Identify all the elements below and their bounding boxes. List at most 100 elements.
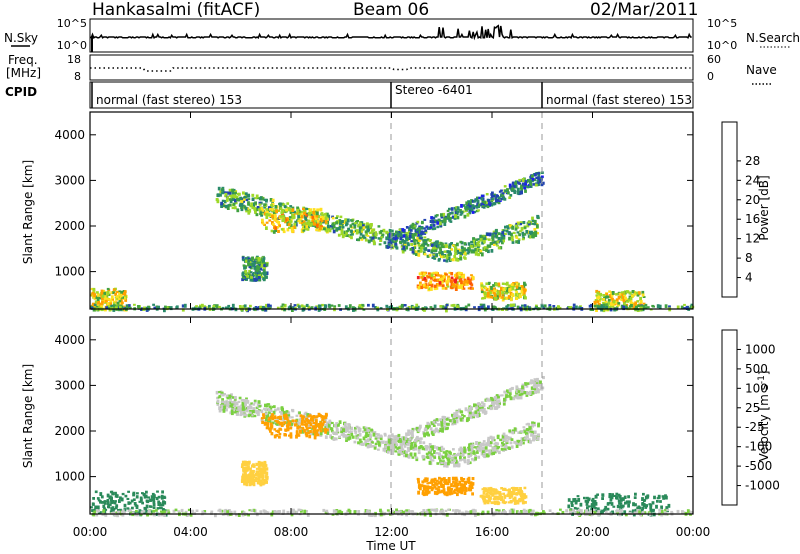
data-cell xyxy=(512,184,516,188)
data-cell xyxy=(460,204,463,208)
data-cell xyxy=(439,248,442,252)
data-cell xyxy=(426,485,430,488)
data-cell xyxy=(458,276,462,280)
data-cell xyxy=(256,206,260,209)
data-cell xyxy=(403,304,407,307)
data-cell xyxy=(441,242,444,246)
data-cell xyxy=(473,403,476,408)
data-cell xyxy=(391,439,395,444)
data-cell xyxy=(608,495,612,499)
data-cell xyxy=(502,500,506,503)
data-cell xyxy=(304,431,308,436)
data-cell xyxy=(485,453,489,458)
data-cell xyxy=(534,306,538,310)
data-cell xyxy=(482,451,486,455)
data-cell xyxy=(110,291,114,295)
data-cell xyxy=(303,209,307,213)
data-cell xyxy=(335,425,339,429)
data-cell xyxy=(361,236,365,240)
data-cell xyxy=(406,442,409,445)
data-cell xyxy=(409,445,413,448)
colorbar-tick-label: 16 xyxy=(745,212,760,226)
data-cell xyxy=(441,455,445,460)
data-cell xyxy=(249,278,253,282)
data-cell xyxy=(371,303,375,308)
data-cell xyxy=(456,210,459,214)
data-cell xyxy=(258,203,262,206)
data-cell xyxy=(226,196,230,200)
data-cell xyxy=(234,202,238,205)
data-cell xyxy=(436,448,440,451)
data-cell xyxy=(199,304,202,308)
data-cell xyxy=(366,222,369,226)
data-cell xyxy=(509,194,513,197)
data-cell xyxy=(533,435,536,438)
data-cell xyxy=(441,284,445,287)
data-cell xyxy=(511,491,515,494)
data-cell xyxy=(483,237,487,241)
data-cell xyxy=(118,510,122,515)
data-cell xyxy=(497,232,501,235)
data-cell xyxy=(272,410,276,415)
data-cell xyxy=(335,422,338,425)
data-cell xyxy=(479,409,482,412)
data-cell xyxy=(336,228,340,231)
data-cell xyxy=(433,284,437,288)
data-cell xyxy=(513,499,517,504)
data-cell xyxy=(480,197,484,201)
data-cell xyxy=(496,490,499,494)
data-cell xyxy=(221,394,225,397)
data-cell xyxy=(637,291,641,296)
data-cell xyxy=(537,176,540,180)
data-cell xyxy=(362,442,365,446)
data-cell xyxy=(119,294,123,298)
data-cell xyxy=(468,448,471,452)
data-cell xyxy=(320,215,323,218)
data-cell xyxy=(477,252,480,257)
data-cell xyxy=(468,411,472,415)
data-cell xyxy=(448,218,451,222)
data-cell xyxy=(527,184,531,188)
data-cell xyxy=(221,398,224,402)
data-cell xyxy=(261,305,265,310)
data-cell xyxy=(322,420,326,424)
data-cell xyxy=(472,251,476,254)
data-cell xyxy=(455,281,459,284)
data-cell xyxy=(520,187,523,192)
data-cell xyxy=(435,446,439,450)
data-cell xyxy=(326,424,329,428)
data-cell xyxy=(317,308,321,312)
data-cell xyxy=(366,443,370,446)
data-cell xyxy=(258,405,262,408)
data-cell xyxy=(520,190,523,195)
data-cell xyxy=(488,450,492,455)
data-cell xyxy=(437,481,441,485)
data-cell xyxy=(404,436,408,440)
data-cell xyxy=(533,386,537,391)
data-cell xyxy=(264,412,268,416)
data-cell xyxy=(440,244,444,249)
data-cell xyxy=(119,293,122,296)
data-cell xyxy=(287,422,290,426)
data-cell xyxy=(388,234,392,238)
data-cell xyxy=(113,304,116,308)
data-cell xyxy=(141,501,144,505)
data-cell xyxy=(313,428,317,432)
data-cell xyxy=(497,196,501,200)
data-cell xyxy=(637,304,640,308)
data-cell xyxy=(464,407,468,412)
data-cell xyxy=(437,219,441,222)
data-cell xyxy=(493,407,497,410)
data-cell xyxy=(295,434,298,439)
data-cell xyxy=(455,206,459,209)
data-cell xyxy=(531,219,535,223)
data-cell xyxy=(449,489,453,493)
data-cell xyxy=(445,280,449,284)
data-cell xyxy=(287,207,290,211)
data-cell xyxy=(473,446,476,449)
data-cell xyxy=(489,496,492,500)
data-cell xyxy=(494,197,498,200)
data-cell xyxy=(460,450,464,454)
data-cell xyxy=(533,222,537,226)
data-cell xyxy=(221,306,225,309)
